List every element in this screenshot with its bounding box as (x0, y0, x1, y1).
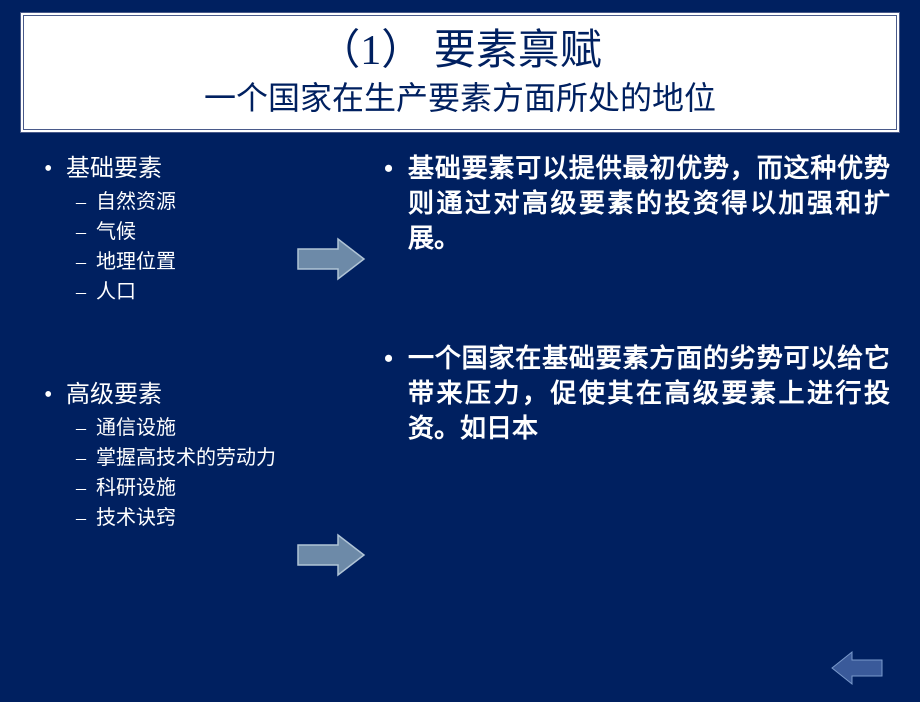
list-item: 地理位置 (40, 247, 320, 277)
heading-basic: 基础要素 (40, 151, 320, 187)
paragraph-1: 基础要素可以提供最初优势，而这种优势则通过对高级要素的投资得以加强和扩展。 (380, 151, 890, 256)
right-column: 基础要素可以提供最初优势，而这种优势则通过对高级要素的投资得以加强和扩展。 一个… (320, 151, 900, 533)
arrow-right-icon (296, 533, 366, 577)
title-subtitle: 一个国家在生产要素方面所处的地位 (34, 79, 886, 117)
list-item: 技术诀窍 (40, 503, 320, 533)
section-basic-factors: 基础要素 自然资源 气候 地理位置 人口 (40, 151, 320, 307)
list-item: 气候 (40, 217, 320, 247)
left-column: 基础要素 自然资源 气候 地理位置 人口 高级要素 通信设施 掌握高技术的劳动力… (20, 151, 320, 533)
title-box: （1） 要素禀赋 一个国家在生产要素方面所处的地位 (20, 12, 900, 133)
paragraph-2: 一个国家在基础要素方面的劣势可以给它带来压力，促使其在高级要素上进行投资。如日本 (380, 341, 890, 446)
section-advanced-factors: 高级要素 通信设施 掌握高技术的劳动力 科研设施 技术诀窍 (40, 377, 320, 533)
content-area: 基础要素 自然资源 气候 地理位置 人口 高级要素 通信设施 掌握高技术的劳动力… (0, 133, 920, 533)
nav-back-button[interactable] (830, 650, 884, 686)
heading-advanced: 高级要素 (40, 377, 320, 413)
arrow-right-icon (296, 237, 366, 281)
list-item: 自然资源 (40, 187, 320, 217)
list-item: 科研设施 (40, 473, 320, 503)
list-item: 通信设施 (40, 413, 320, 443)
list-item: 人口 (40, 277, 320, 307)
list-item: 掌握高技术的劳动力 (40, 443, 320, 473)
title-main: （1） 要素禀赋 (34, 24, 886, 79)
